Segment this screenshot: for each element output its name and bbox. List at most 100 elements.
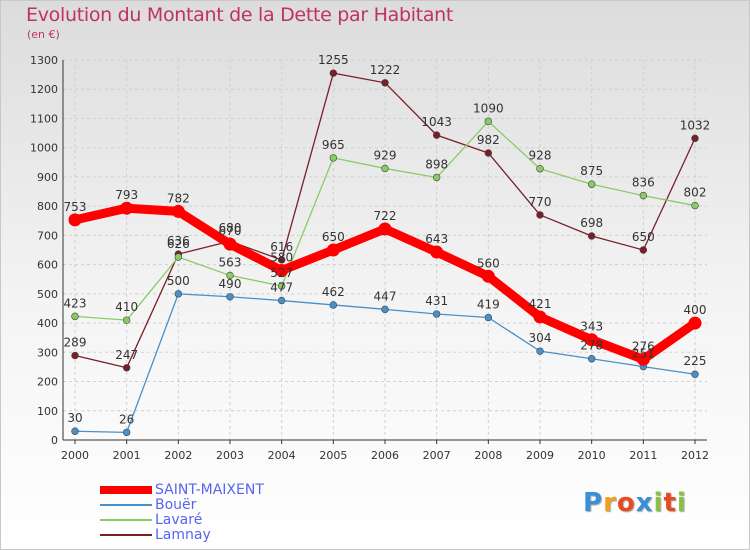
data-point-saint-maixent: [120, 201, 134, 215]
legend-label: Bouër: [155, 497, 197, 513]
y-tick-label: 900: [37, 171, 58, 184]
data-point-lamnay: [691, 134, 699, 143]
data-label-saint-maixent: 343: [580, 320, 603, 334]
data-point-bou-r: [174, 290, 183, 298]
data-point-lavar-: [329, 154, 338, 162]
data-point-lamnay: [381, 79, 389, 87]
data-label-lamnay: 650: [632, 230, 655, 244]
data-point-saint-maixent: [430, 245, 444, 259]
legend-swatch: [100, 534, 152, 536]
data-label-lamnay: 616: [270, 240, 293, 254]
data-point-lamnay: [71, 351, 79, 360]
data-point-bou-r: [381, 305, 389, 314]
data-point-saint-maixent: [326, 243, 340, 257]
data-label-bou-r: 30: [67, 411, 82, 425]
y-tick-label: 1200: [30, 83, 58, 96]
data-label-bou-r: 500: [167, 274, 190, 288]
logo-letter: i: [653, 488, 664, 518]
data-label-lavar-: 527: [270, 266, 293, 280]
data-point-bou-r: [691, 370, 699, 378]
y-tick-label: 700: [37, 229, 58, 242]
logo-letter: t: [663, 488, 677, 518]
x-tick-label: 2007: [423, 449, 451, 462]
data-point-saint-maixent: [68, 213, 82, 227]
data-label-saint-maixent: 643: [425, 232, 448, 246]
data-point-lamnay: [484, 149, 493, 157]
y-tick-label: 100: [37, 405, 58, 418]
x-tick-label: 2003: [216, 449, 244, 462]
data-point-bou-r: [484, 313, 493, 322]
data-label-lamnay: 1222: [370, 63, 401, 77]
data-point-lamnay: [536, 211, 544, 219]
data-point-lavar-: [432, 173, 441, 182]
data-label-saint-maixent: 276: [632, 339, 655, 353]
legend-swatch: [100, 486, 152, 494]
data-label-lamnay: 770: [529, 195, 552, 209]
data-label-lavar-: 875: [580, 164, 603, 178]
data-point-saint-maixent: [688, 316, 702, 330]
y-tick-label: 1100: [30, 112, 58, 125]
data-point-lavar-: [484, 117, 493, 126]
data-label-lamnay: 289: [64, 336, 87, 350]
data-point-saint-maixent: [533, 310, 547, 324]
data-label-lamnay: 636: [167, 234, 190, 248]
x-tick-label: 2012: [681, 449, 709, 462]
data-label-bou-r: 477: [270, 281, 293, 295]
data-point-lavar-: [122, 316, 131, 324]
data-point-lamnay: [639, 246, 648, 254]
data-label-lamnay: 1043: [421, 115, 452, 129]
x-tick-label: 2000: [61, 449, 89, 462]
logo-letter: P: [583, 488, 604, 518]
logo-letter: o: [616, 488, 636, 518]
data-label-lavar-: 1090: [473, 101, 504, 115]
data-point-lavar-: [226, 271, 234, 280]
data-label-lavar-: 802: [684, 186, 707, 200]
data-label-lavar-: 928: [529, 149, 552, 163]
data-label-bou-r: 490: [219, 277, 242, 291]
legend-swatch: [100, 504, 152, 506]
x-tick-label: 2010: [578, 449, 606, 462]
legend-label: SAINT-MAIXENT: [155, 482, 264, 498]
data-label-lavar-: 626: [167, 237, 190, 251]
data-point-saint-maixent: [585, 333, 599, 347]
data-label-bou-r: 447: [374, 289, 397, 303]
data-point-bou-r: [277, 296, 286, 305]
x-tick-label: 2001: [113, 449, 141, 462]
data-label-bou-r: 278: [580, 339, 603, 353]
x-tick-label: 2009: [526, 449, 554, 462]
data-point-bou-r: [226, 293, 234, 301]
data-label-bou-r: 431: [425, 294, 448, 308]
data-point-lavar-: [536, 165, 544, 173]
data-label-saint-maixent: 421: [529, 297, 552, 311]
data-point-saint-maixent: [636, 352, 650, 366]
chart-subtitle: (en €): [27, 28, 60, 41]
data-label-lavar-: 929: [374, 148, 397, 162]
y-tick-label: 200: [37, 376, 58, 389]
x-tick-label: 2006: [371, 449, 399, 462]
data-point-lavar-: [381, 164, 389, 173]
y-tick-label: 1000: [30, 142, 58, 155]
data-point-lamnay: [277, 256, 286, 264]
data-label-lamnay: 247: [115, 348, 138, 362]
data-label-bou-r: 26: [119, 412, 134, 426]
data-point-saint-maixent: [481, 269, 495, 283]
legend-label: Lavaré: [155, 512, 203, 528]
data-label-saint-maixent: 753: [64, 200, 87, 214]
data-point-lavar-: [174, 253, 183, 261]
data-point-saint-maixent: [223, 237, 237, 251]
y-tick-label: 1300: [30, 54, 58, 67]
data-label-saint-maixent: 793: [115, 188, 138, 202]
proxiti-logo: Proxiti: [583, 488, 687, 518]
data-label-lavar-: 410: [115, 300, 138, 314]
data-point-lavar-: [587, 180, 596, 188]
data-label-lavar-: 898: [425, 158, 448, 172]
y-tick-label: 600: [37, 259, 58, 272]
data-label-lavar-: 563: [219, 255, 242, 269]
data-label-lamnay: 698: [580, 216, 603, 230]
data-label-lamnay: 680: [219, 221, 242, 235]
data-point-lavar-: [71, 312, 79, 321]
y-tick-label: 300: [37, 346, 58, 359]
data-label-saint-maixent: 400: [684, 303, 707, 317]
logo-letter: i: [676, 488, 687, 518]
data-point-lavar-: [639, 191, 648, 200]
